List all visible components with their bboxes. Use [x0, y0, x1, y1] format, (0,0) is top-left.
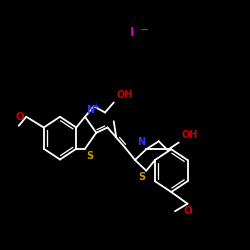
- Text: O: O: [183, 206, 192, 216]
- Text: O: O: [16, 112, 24, 122]
- Text: +: +: [92, 102, 99, 111]
- Text: I: I: [130, 26, 135, 39]
- Text: S: S: [138, 172, 145, 182]
- Text: −: −: [140, 24, 149, 34]
- Text: OH: OH: [116, 90, 132, 100]
- Text: S: S: [86, 151, 94, 161]
- Text: OH: OH: [181, 130, 198, 140]
- Text: N: N: [137, 137, 145, 147]
- Text: N: N: [86, 105, 94, 115]
